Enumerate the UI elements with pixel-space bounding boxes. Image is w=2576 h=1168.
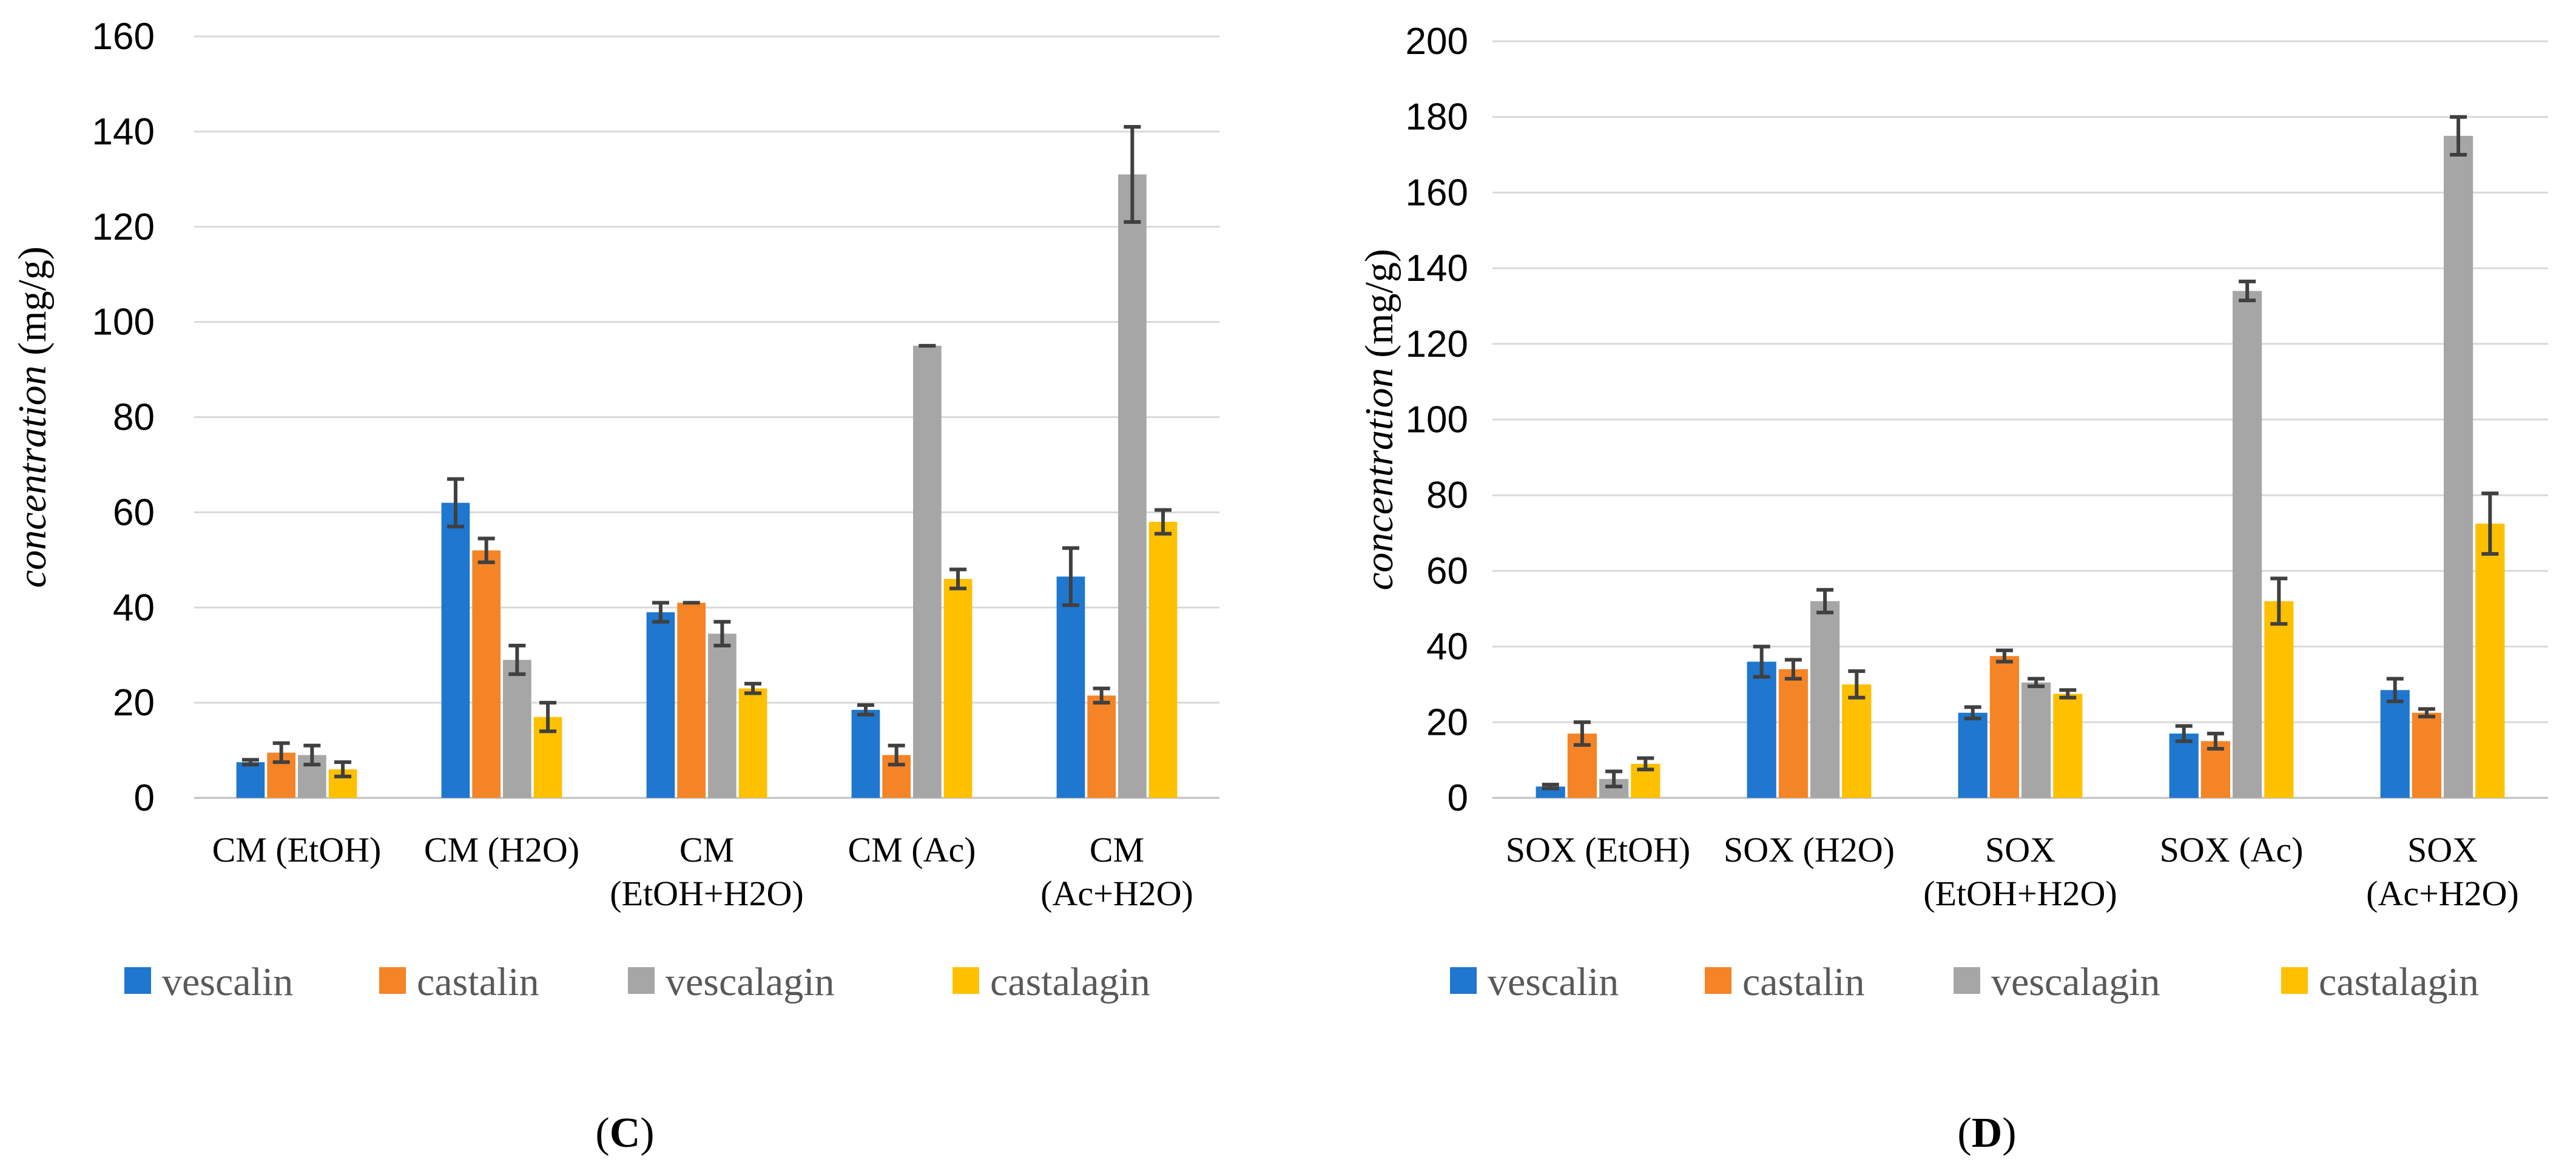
y-tick-label: 0 [1448, 777, 1468, 819]
y-tick-label: 120 [92, 206, 155, 248]
legend-label-castalagin: castalagin [2319, 960, 2479, 1004]
y-tick-label: 40 [113, 587, 155, 629]
y-tick-label: 20 [113, 682, 155, 724]
y-tick-label: 20 [1426, 701, 1468, 743]
x-tick-label: SOX [2407, 830, 2478, 869]
panel-label-letter: C [610, 1110, 641, 1156]
bar-vescalin-2 [1958, 712, 1988, 798]
x-tick-label: CM [679, 830, 734, 869]
bar-vescalin-0 [236, 762, 265, 798]
bar-vescalin-1 [1747, 661, 1776, 798]
bar-vescalagin-3 [2233, 291, 2262, 798]
bar-castalagin-2 [2053, 694, 2083, 798]
panel-label: (C) [595, 1110, 654, 1156]
bar-castalagin-3 [943, 579, 973, 798]
legend-swatch-vescalagin [628, 967, 655, 994]
y-tick-label: 80 [113, 397, 155, 439]
legend-swatch-castalagin [2281, 967, 2308, 994]
x-tick-label: (Ac+H2O) [2366, 874, 2519, 913]
bar-castalin-2 [677, 603, 706, 798]
bar-vescalagin-3 [913, 345, 942, 798]
bar-castalagin-3 [2264, 601, 2294, 798]
legend-swatch-vescalin [124, 967, 151, 994]
panel-label-open-paren: ( [1957, 1110, 1971, 1156]
x-tick-label: SOX [1985, 830, 2055, 869]
bar-vescalagin-2 [708, 633, 737, 798]
y-axis-title-unit: (mg/g) [10, 246, 55, 365]
y-axis-title: concentration (mg/g) [1357, 249, 1401, 590]
y-axis-title-variable: concentration [10, 365, 55, 588]
panel-label-close-paren: ) [2002, 1110, 2016, 1156]
y-tick-label: 100 [1406, 399, 1468, 441]
bar-castalagin-2 [738, 688, 767, 798]
x-tick-label: CM (Ac) [848, 830, 976, 869]
y-axis-title-variable: concentration [1357, 368, 1401, 590]
bar-castalin-1 [472, 550, 501, 798]
legend-label-castalagin: castalagin [990, 960, 1150, 1004]
bar-castalin-2 [1989, 656, 2019, 798]
x-tick-label: (Ac+H2O) [1040, 874, 1193, 913]
x-tick-label: SOX (EtOH) [1506, 830, 1690, 869]
y-axis-title: concentration (mg/g) [10, 246, 55, 588]
panel-label-open-paren: ( [595, 1110, 609, 1156]
y-tick-label: 200 [1406, 21, 1468, 62]
y-tick-label: 160 [92, 16, 155, 58]
bar-vescalin-4 [2380, 690, 2410, 798]
x-tick-label: (EtOH+H2O) [610, 874, 803, 913]
bar-castalin-1 [1778, 669, 1808, 798]
bar-vescalin-2 [646, 612, 675, 798]
bar-castalin-4 [2412, 712, 2441, 798]
x-tick-label: CM [1090, 830, 1144, 869]
bar-castalagin-1 [1842, 684, 1872, 798]
y-tick-label: 80 [1426, 474, 1468, 516]
legend-label-vescalagin: vescalagin [1991, 960, 2160, 1004]
x-tick-label: SOX (H2O) [1724, 830, 1895, 869]
chart-panel-c: 0 20 40 60 80 100 120 140 160 concentration (mg/g… [10, 16, 1219, 1156]
y-tick-label: 0 [134, 777, 155, 819]
x-tick-label: SOX (Ac) [2160, 830, 2304, 869]
bar-castalin-4 [1087, 695, 1116, 798]
legend-swatch-vescalagin [1954, 967, 1980, 994]
bar-vescalin-1 [441, 502, 470, 798]
bar-castalagin-4 [2475, 523, 2505, 798]
legend-label-castalin: castalin [417, 960, 539, 1004]
bar-vescalagin-4 [1118, 174, 1147, 798]
bar-vescalin-3 [2169, 734, 2199, 798]
x-tick-label: CM (H2O) [424, 830, 579, 869]
legend-label-vescalin: vescalin [162, 960, 293, 1004]
y-tick-label: 180 [1406, 96, 1468, 138]
y-tick-label: 140 [1406, 248, 1468, 289]
bar-vescalagin-4 [2444, 135, 2473, 798]
bar-castalin-3 [2200, 741, 2230, 798]
y-tick-label: 120 [1406, 323, 1468, 365]
legend-swatch-castalin [379, 967, 406, 994]
legend-swatch-castalagin [953, 967, 979, 994]
panel-label-close-paren: ) [640, 1110, 654, 1156]
x-tick-label: CM (EtOH) [212, 830, 382, 869]
bar-vescalin-3 [851, 709, 880, 798]
x-tick-label: (EtOH+H2O) [1923, 874, 2117, 913]
legend-swatch-vescalin [1450, 967, 1477, 994]
legend-label-vescalin: vescalin [1488, 960, 1619, 1004]
chart-panel-d: 0 20 40 60 80 100 120 140 160 180 200 concentration… [1357, 21, 2548, 1156]
y-tick-label: 60 [113, 491, 155, 533]
y-tick-label: 140 [92, 111, 155, 153]
legend-swatch-castalin [1705, 967, 1731, 994]
y-tick-label: 60 [1426, 550, 1468, 592]
bar-vescalagin-2 [2021, 682, 2051, 798]
bar-castalagin-4 [1148, 522, 1178, 798]
legend-label-vescalagin: vescalagin [666, 960, 835, 1004]
panel-label: (D) [1957, 1110, 2016, 1156]
y-tick-label: 100 [92, 302, 155, 343]
panel-label-letter: D [1972, 1110, 2003, 1156]
bar-vescalagin-1 [503, 660, 531, 798]
legend-label-castalin: castalin [1742, 960, 1865, 1004]
bar-vescalagin-1 [1810, 601, 1840, 798]
y-tick-label: 160 [1406, 172, 1468, 214]
bar-vescalin-4 [1056, 576, 1085, 798]
y-axis-title-unit: (mg/g) [1357, 249, 1401, 368]
y-tick-label: 40 [1426, 626, 1468, 668]
